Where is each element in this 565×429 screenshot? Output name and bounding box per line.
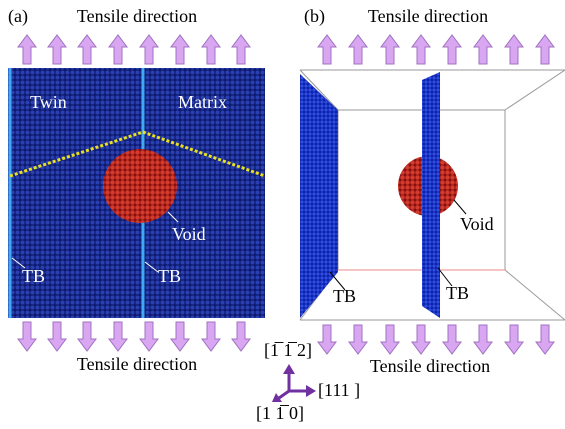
- tensile-arrow: [109, 35, 127, 64]
- page: {"panel_a": {"label": "(a)", "top_label"…: [0, 0, 565, 429]
- tensile-arrow: [232, 35, 250, 64]
- void: [103, 149, 177, 223]
- axis-label: [111 ]: [318, 380, 360, 400]
- tensile-arrow: [18, 322, 36, 351]
- axis-label: [1 1̅ 0]: [256, 403, 304, 423]
- tensile-arrow: [202, 35, 220, 64]
- tensile-arrow: [381, 35, 399, 64]
- twin-boundary-plane: [422, 72, 440, 318]
- tb-label: TB: [158, 266, 181, 286]
- void-label: Void: [172, 224, 206, 244]
- tensile-arrow: [412, 325, 430, 354]
- tensile-arrow: [318, 35, 336, 64]
- panel-label: (b): [304, 6, 325, 27]
- tb-label: TB: [22, 266, 45, 286]
- top-label: Tensile direction: [368, 6, 488, 26]
- tensile-arrow: [318, 325, 336, 354]
- tensile-arrow: [140, 35, 158, 64]
- tensile-arrow: [78, 322, 96, 351]
- top-label: Tensile direction: [77, 6, 197, 26]
- figure: (a) Tensile direction Tensile direction …: [0, 0, 565, 429]
- tensile-arrow: [505, 325, 523, 354]
- tensile-arrow: [349, 325, 367, 354]
- void-label: Void: [460, 214, 494, 234]
- tensile-arrow: [474, 325, 492, 354]
- tensile-arrow: [474, 35, 492, 64]
- tensile-arrow: [443, 35, 461, 64]
- tensile-arrow: [536, 325, 554, 354]
- tensile-arrow: [109, 322, 127, 351]
- tensile-arrow: [536, 35, 554, 64]
- tb-label: TB: [446, 283, 469, 303]
- tensile-arrow: [171, 322, 189, 351]
- bottom-label: Tensile direction: [370, 356, 490, 376]
- bottom-label: Tensile direction: [77, 354, 197, 374]
- panel-label: (a): [8, 6, 28, 27]
- region-label: Matrix: [178, 92, 227, 112]
- tensile-arrow: [412, 35, 430, 64]
- tensile-arrow: [349, 35, 367, 64]
- tensile-arrow: [202, 322, 220, 351]
- tensile-arrow: [443, 325, 461, 354]
- tensile-arrow: [140, 322, 158, 351]
- tb-label: TB: [333, 286, 356, 306]
- leader: [454, 200, 466, 214]
- axes-triad: [272, 364, 316, 402]
- tensile-arrow: [48, 322, 66, 351]
- tensile-arrow: [78, 35, 96, 64]
- region-label: Twin: [30, 92, 67, 112]
- tensile-arrow: [48, 35, 66, 64]
- tensile-arrow: [171, 35, 189, 64]
- tensile-arrow: [505, 35, 523, 64]
- tensile-arrow: [232, 322, 250, 351]
- tensile-arrow: [18, 35, 36, 64]
- tensile-arrow: [381, 325, 399, 354]
- axis-label: [1̅ 1̅ 2]: [264, 340, 312, 360]
- twin-boundary-plane: [300, 74, 338, 318]
